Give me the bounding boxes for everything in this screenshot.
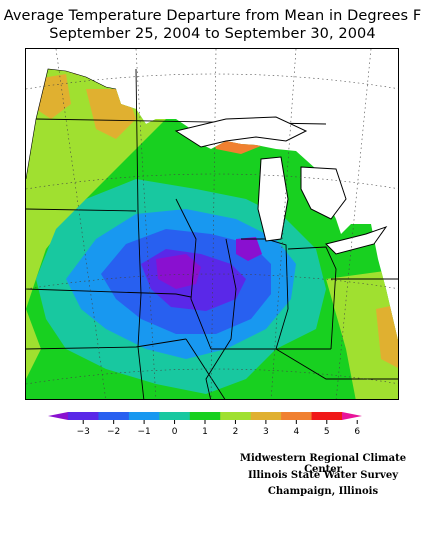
legend-tick-label: −1 (137, 427, 150, 437)
map-canvas (26, 49, 398, 399)
temperature-departure-map (25, 48, 399, 400)
credit-survey: Illinois State Water Survey (247, 470, 399, 481)
legend-swatch (68, 412, 99, 420)
legend-swatch (281, 412, 313, 420)
legend-tick-label: −2 (107, 427, 120, 437)
map-title: Average Temperature Departure from Mean … (3, 8, 422, 24)
legend-tick-label: 0 (172, 427, 178, 437)
legend-swatch (159, 412, 191, 420)
legend-tick-label: 4 (293, 427, 299, 437)
legend-tick-label: 1 (202, 427, 208, 437)
legend-tick-label: 5 (324, 427, 330, 437)
legend-tick-label: −3 (77, 427, 90, 437)
great-lakes (174, 116, 388, 255)
credit-location: Champaign, Illinois (267, 486, 379, 497)
legend-tick-label: 2 (233, 427, 239, 437)
legend-swatch (98, 412, 130, 420)
legend-tick-label: 3 (263, 427, 269, 437)
map-subtitle-date-range: September 25, 2004 to September 30, 2004 (49, 26, 376, 42)
legend-swatch (311, 412, 343, 420)
graticule (26, 49, 398, 399)
legend-swatch (220, 412, 252, 420)
legend-swatch (189, 412, 221, 420)
legend-swatch (250, 412, 282, 420)
color-scale-legend: −3 −2 −1 0 1 2 3 4 5 6 (40, 410, 370, 444)
legend-swatch-below (48, 412, 68, 420)
legend-swatch (128, 412, 160, 420)
legend-bar: −3 −2 −1 0 1 2 3 4 5 6 (48, 412, 362, 437)
credit-organization: Midwestern Regional Climate Center (239, 453, 407, 475)
legend-swatch-above (342, 412, 362, 420)
legend-tick-label: 6 (354, 427, 360, 437)
